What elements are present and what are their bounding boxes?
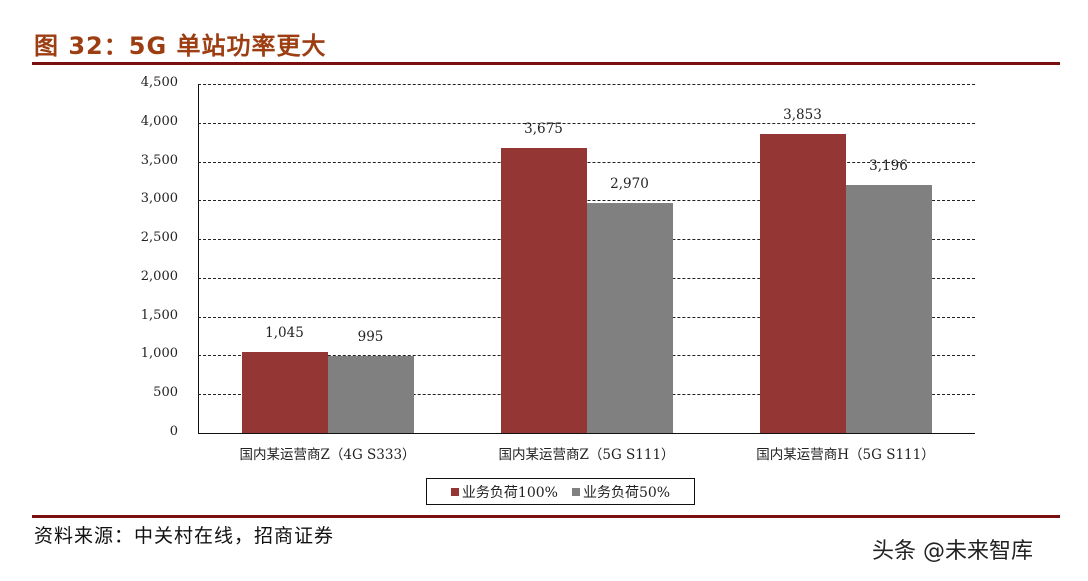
legend-swatch-icon (571, 487, 580, 496)
y-tick-label: 2,500 (140, 230, 178, 246)
legend-label: 业务负荷100% (461, 484, 558, 501)
footer-rule (32, 515, 1060, 518)
watermark: 头条 @未来智库 (872, 539, 1033, 564)
y-tick-label: 1,000 (140, 346, 178, 362)
bar-value-label: 3,853 (783, 107, 822, 124)
y-tick-label: 4,000 (140, 113, 178, 129)
bar-value-label: 3,675 (524, 120, 563, 137)
y-tick-label: 1,500 (140, 307, 178, 323)
y-tick-label: 0 (169, 424, 178, 439)
legend-item-50: 业务负荷50% (571, 482, 671, 502)
legend-item-100: 业务负荷100% (450, 482, 558, 502)
y-tick-label: 3,500 (140, 152, 178, 168)
bar-value-label: 2,970 (610, 175, 649, 192)
chart-legend: 业务负荷100% 业务负荷50% (426, 478, 695, 505)
x-axis (198, 433, 975, 434)
y-tick-label: 2,000 (140, 268, 178, 284)
bar-value-label: 995 (357, 328, 384, 345)
bar (500, 147, 587, 433)
legend-label: 业务负荷50% (582, 484, 671, 501)
bar (759, 134, 846, 433)
gridline (198, 200, 975, 202)
bar-value-label: 1,045 (265, 324, 304, 341)
y-tick-label: 500 (153, 385, 178, 401)
bar (327, 355, 414, 433)
title-rule (32, 62, 1060, 65)
legend-swatch-icon (450, 487, 459, 496)
bar (586, 202, 673, 433)
x-category-label: 国内某运营商Z（4G S333） (239, 447, 416, 463)
x-category-label: 国内某运营商Z（5G S111） (498, 447, 675, 463)
y-tick-label: 4,500 (140, 75, 178, 90)
bar-value-label: 3,196 (869, 158, 908, 175)
gridline (198, 122, 975, 124)
gridline (198, 84, 975, 85)
bar (241, 351, 328, 433)
x-category-label: 国内某运营商H（5G S111） (756, 447, 935, 463)
source-note: 资料来源：中关村在线，招商证券 (34, 525, 335, 547)
gridline (198, 161, 975, 163)
y-axis (198, 84, 199, 434)
bar (845, 185, 932, 433)
figure-title: 图 32：5G 单站功率更大 (34, 32, 327, 60)
y-tick-label: 3,000 (140, 191, 178, 207)
